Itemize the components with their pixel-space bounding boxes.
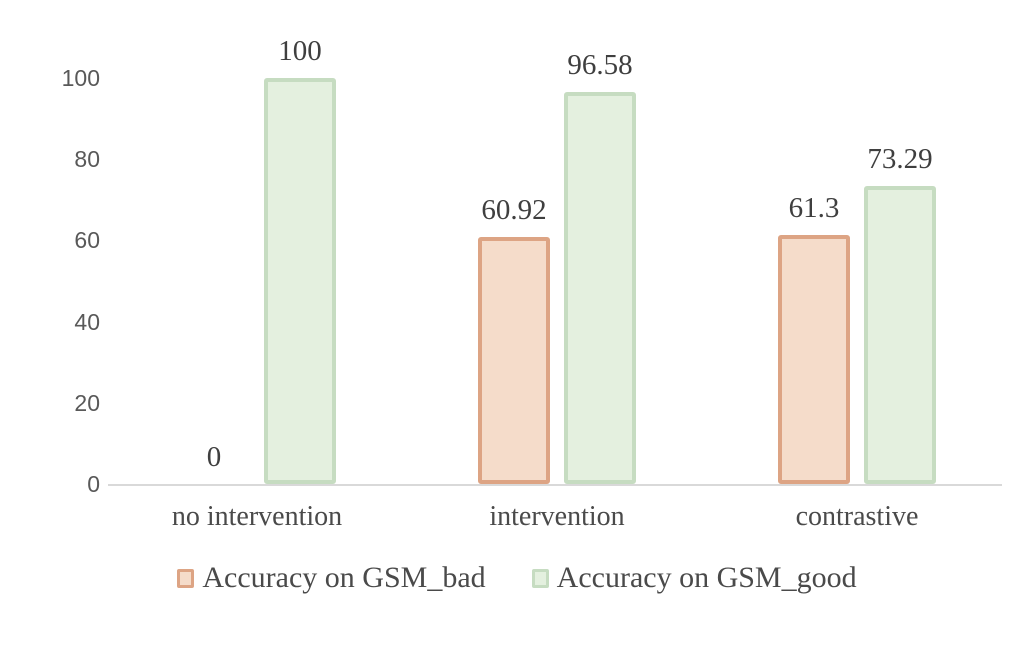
y-tick-label: 20 xyxy=(74,389,100,416)
bar-intervention-series-0 xyxy=(478,236,550,484)
data-label: 0 xyxy=(206,441,222,473)
y-tick-label: 100 xyxy=(61,65,100,91)
bar-no-intervention-series-1 xyxy=(264,78,336,484)
y-tick-label: 60 xyxy=(74,227,100,254)
y-tick-label: 40 xyxy=(74,308,100,335)
data-label: 100 xyxy=(278,35,322,67)
data-label: 60.92 xyxy=(481,193,547,226)
legend-item-series-0: Accuracy on GSM_bad xyxy=(177,560,486,596)
data-label: 61.3 xyxy=(788,192,840,225)
category-label-intervention: intervention xyxy=(489,501,625,532)
bar-contrastive-series-1 xyxy=(864,186,936,484)
legend-item-series-1: Accuracy on GSM_good xyxy=(531,560,857,596)
category-label-contrastive: contrastive xyxy=(795,501,919,532)
bar-contrastive-series-0 xyxy=(778,235,850,484)
legend-label: Accuracy on GSM_good xyxy=(556,561,857,594)
legend-label: Accuracy on GSM_bad xyxy=(202,561,486,594)
data-label: 73.29 xyxy=(867,143,933,176)
x-axis-line xyxy=(108,484,1002,486)
legend-swatch-icon xyxy=(531,568,549,588)
y-tick-label: 0 xyxy=(87,471,100,497)
legend-swatch-icon xyxy=(177,568,195,588)
bar-intervention-series-1 xyxy=(564,91,636,484)
data-label: 96.58 xyxy=(567,48,633,81)
legend: Accuracy on GSM_bad Accuracy on GSM_good xyxy=(0,560,1034,596)
y-tick-label: 80 xyxy=(74,146,100,173)
category-label-no-intervention: no intervention xyxy=(171,501,343,532)
